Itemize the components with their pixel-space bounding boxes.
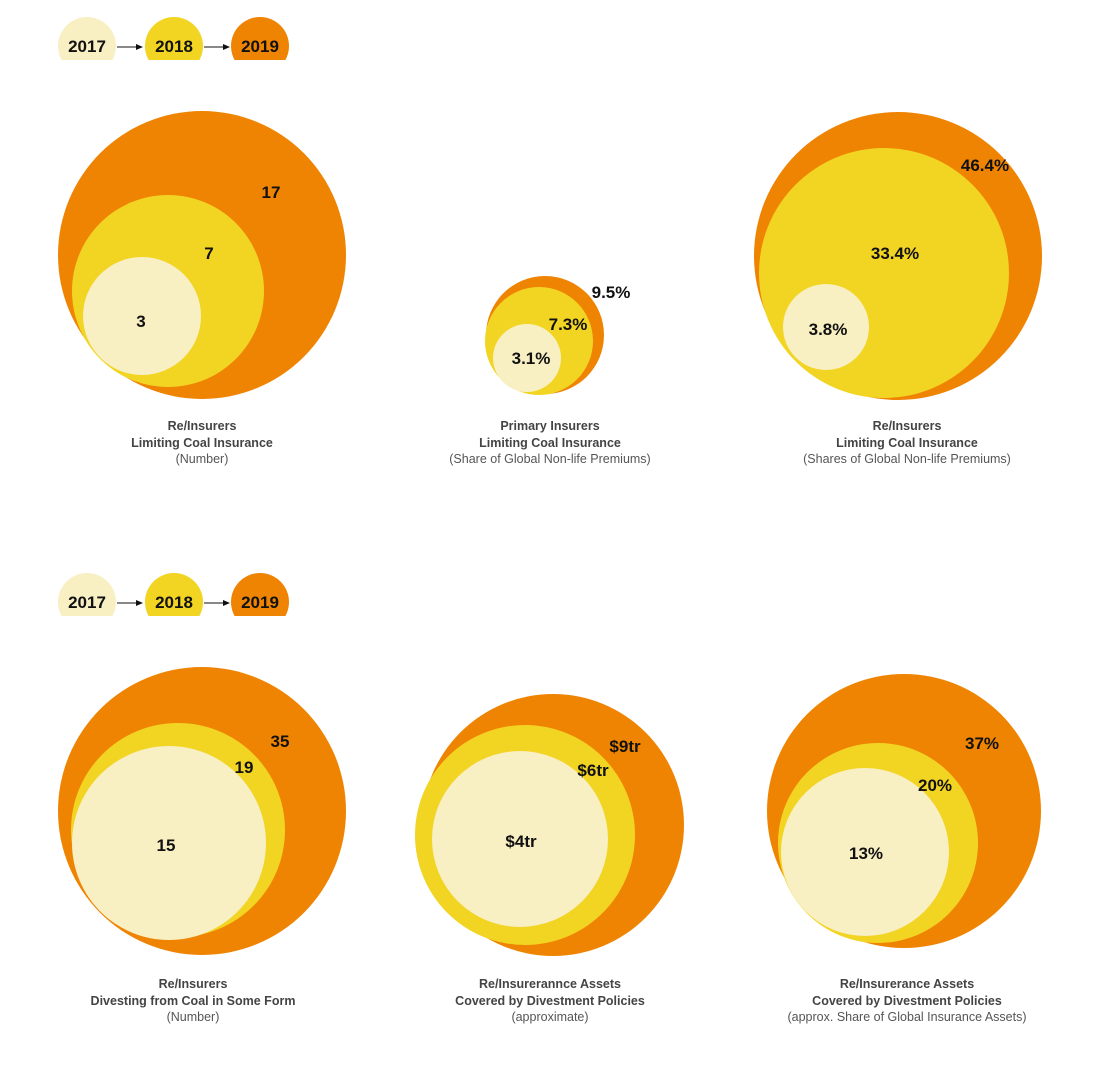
- bubble-2017: [83, 257, 201, 375]
- chart-title: Re/Insurerance Assets: [839, 977, 975, 991]
- chart-subtitle: Divesting from Coal in Some Form: [90, 993, 296, 1008]
- chart-note: (Number): [166, 1010, 220, 1024]
- chart-title: Re/Insurers: [167, 419, 237, 433]
- value-label-2017: 3.8%: [809, 320, 848, 339]
- legend-2018-label: 2018: [155, 593, 193, 612]
- legend-2018-circle: [145, 573, 203, 616]
- legend-2019-circle: [231, 573, 289, 616]
- chart-note: (Shares of Global Non-life Premiums): [803, 452, 1011, 466]
- legend-arrow-head: [223, 44, 230, 50]
- legend-2019-circle: [231, 17, 289, 60]
- chart-3-caption: Re/Insurers Limiting Coal Insurance (Sha…: [747, 418, 1067, 468]
- value-label-2017: $4tr: [505, 832, 537, 851]
- value-label-2017: 3: [136, 312, 145, 331]
- year-legend-top: 2017 2018 2019: [58, 17, 289, 60]
- bubble-2017: [72, 746, 266, 940]
- bubble-2017: [783, 284, 869, 370]
- chart-2-caption: Primary Insurers Limiting Coal Insurance…: [390, 418, 710, 468]
- bubble-chart-3: 46.4% 33.4% 3.8%: [754, 112, 1042, 400]
- value-label-2017: 13%: [849, 844, 883, 863]
- value-label-2019: 35: [271, 732, 290, 751]
- value-label-2018: 19: [235, 758, 254, 777]
- chart-subtitle: Covered by Divestment Policies: [812, 993, 1002, 1008]
- legend-2018-circle: [145, 17, 203, 60]
- legend-arrow-head: [136, 600, 143, 606]
- chart-1-caption: Re/Insurers Limiting Coal Insurance (Num…: [42, 418, 362, 468]
- bubble-2018: [759, 148, 1009, 398]
- chart-note: (approx. Share of Global Insurance Asset…: [787, 1010, 1027, 1024]
- bubble-chart-5: $9tr$6tr $4tr: [415, 694, 684, 956]
- chart-note: (Number): [175, 452, 229, 466]
- chart-note: (Share of Global Non-life Premiums): [449, 452, 651, 466]
- value-label-2018: 7.3%: [549, 315, 588, 334]
- value-label-2019: 17: [262, 183, 281, 202]
- chart-6-caption: Re/Insurerance Assets Covered by Divestm…: [747, 976, 1067, 1026]
- value-label-2018: 7: [204, 244, 213, 263]
- legend-2017-circle: [58, 573, 116, 616]
- chart-subtitle: Covered by Divestment Policies: [455, 993, 645, 1008]
- bubble-chart-6: 37% 20% 13%: [767, 674, 1041, 948]
- value-label-2019: 46.4%: [961, 156, 1009, 175]
- value-label-2019: 37%: [965, 734, 999, 753]
- legend-2018-label: 2018: [155, 37, 193, 56]
- chart-subtitle: Limiting Coal Insurance: [836, 435, 978, 450]
- legend-2017-label: 2017: [68, 37, 106, 56]
- chart-subtitle: Limiting Coal Insurance: [131, 435, 273, 450]
- value-label-2019: $9tr: [609, 737, 641, 756]
- bubble-2017: [493, 324, 561, 392]
- chart-title: Re/Insurers: [872, 419, 942, 433]
- legend-2017-circle: [58, 17, 116, 60]
- chart-title: Primary Insurers: [500, 419, 600, 433]
- value-label-2017: 3.1%: [512, 349, 551, 368]
- chart-4-caption: Re/Insurers Divesting from Coal in Some …: [33, 976, 353, 1026]
- bubble-chart-2: 9.5%7.3% 3.1%: [485, 276, 630, 395]
- chart-title: Re/Insurerannce Assets: [479, 977, 621, 991]
- value-label-2017: 15: [157, 836, 176, 855]
- value-label-2018: 33.4%: [871, 244, 919, 263]
- legend-2019-label: 2019: [241, 593, 279, 612]
- value-label-2018: $6tr: [577, 761, 609, 780]
- year-legend-bottom: 2017 2018 2019: [58, 573, 289, 616]
- chart-subtitle: Limiting Coal Insurance: [479, 435, 621, 450]
- legend-2019-label: 2019: [241, 37, 279, 56]
- bubble-2017: [432, 751, 608, 927]
- chart-5-caption: Re/Insurerannce Assets Covered by Divest…: [390, 976, 710, 1026]
- legend-arrow-head: [223, 600, 230, 606]
- value-label-2019: 9.5%: [592, 283, 631, 302]
- legend-2017-label: 2017: [68, 593, 106, 612]
- bubble-chart-4: 35 19 15: [58, 667, 346, 955]
- chart-title: Re/Insurers: [158, 977, 228, 991]
- value-label-2018: 20%: [918, 776, 952, 795]
- legend-arrow-head: [136, 44, 143, 50]
- bubble-2017: [781, 768, 949, 936]
- chart-note: (approximate): [511, 1010, 589, 1024]
